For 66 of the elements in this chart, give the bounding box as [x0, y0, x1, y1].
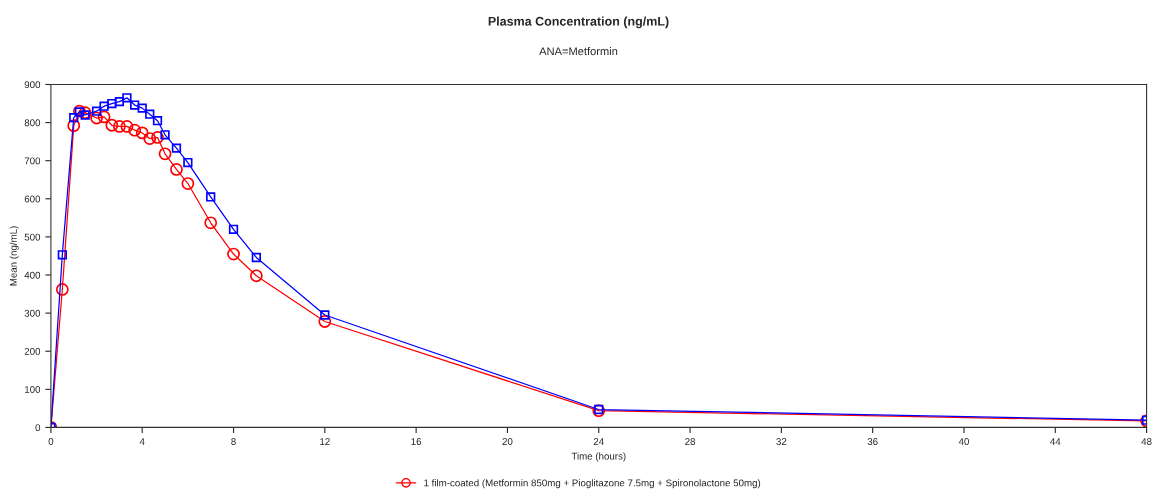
x-tick-label: 4 [139, 438, 145, 445]
point [320, 310, 330, 320]
y-tick-label: 500 [24, 233, 41, 241]
y-tick-label: 900 [24, 81, 41, 89]
x-tick-label: 8 [231, 438, 236, 445]
x-tick-label: 36 [867, 438, 878, 445]
y-tick-label: 800 [24, 119, 41, 127]
y-tick-label: 600 [24, 195, 41, 203]
x-tick-label: 20 [502, 438, 513, 445]
point [69, 112, 79, 123]
point [112, 120, 126, 133]
point [137, 103, 147, 113]
x-tick-label: 0 [48, 438, 54, 445]
point [78, 106, 92, 120]
point [122, 93, 132, 103]
y-axis-title: Mean (ng/mL) [9, 226, 19, 286]
point [130, 100, 140, 110]
point [97, 110, 111, 124]
point [135, 126, 149, 140]
point [67, 119, 81, 133]
y-tick-label: 0 [35, 424, 41, 432]
y-tick-label: 700 [24, 157, 41, 165]
point [251, 252, 262, 263]
point [80, 110, 90, 120]
point [152, 116, 163, 126]
point [181, 177, 195, 190]
x-tick-label: 48 [1141, 438, 1152, 445]
y-tick-label: 400 [24, 271, 41, 279]
y-tick-label: 200 [24, 347, 41, 355]
point [99, 101, 109, 111]
point [145, 109, 155, 119]
point [120, 120, 134, 133]
point [170, 163, 183, 176]
point [91, 106, 102, 116]
x-tick-label: 44 [1050, 438, 1061, 445]
point [183, 157, 193, 168]
point [158, 147, 172, 161]
point [227, 247, 240, 261]
point [160, 130, 170, 140]
point [171, 143, 182, 153]
x-tick-label: 40 [958, 438, 969, 445]
point [318, 315, 332, 328]
point [90, 111, 103, 125]
point [55, 283, 69, 296]
chart-subtitle: ANA=Metformin [539, 47, 618, 56]
x-axis-title: Time (hours) [571, 452, 626, 462]
point [206, 192, 216, 202]
point [204, 216, 218, 230]
point [228, 224, 239, 234]
point [114, 96, 125, 107]
point [57, 250, 67, 260]
x-tick-label: 16 [411, 438, 422, 445]
y-tick-label: 100 [25, 386, 41, 393]
x-tick-label: 28 [685, 438, 696, 445]
x-tick-label: 32 [776, 438, 787, 445]
legend-label: 1 film-coated (Metformin 850mg + Pioglitazone 7.5mg + Spironolactone 50mg) [424, 479, 761, 489]
point [128, 123, 142, 137]
point [151, 131, 164, 144]
point [107, 98, 117, 109]
x-tick-label: 12 [320, 438, 330, 445]
point [143, 132, 157, 145]
y-tick-label: 300 [24, 309, 41, 317]
point [249, 269, 263, 283]
point [105, 118, 119, 132]
x-tick-label: 24 [593, 438, 604, 445]
chart-title: Plasma Concentration (ng/mL) [488, 16, 669, 29]
